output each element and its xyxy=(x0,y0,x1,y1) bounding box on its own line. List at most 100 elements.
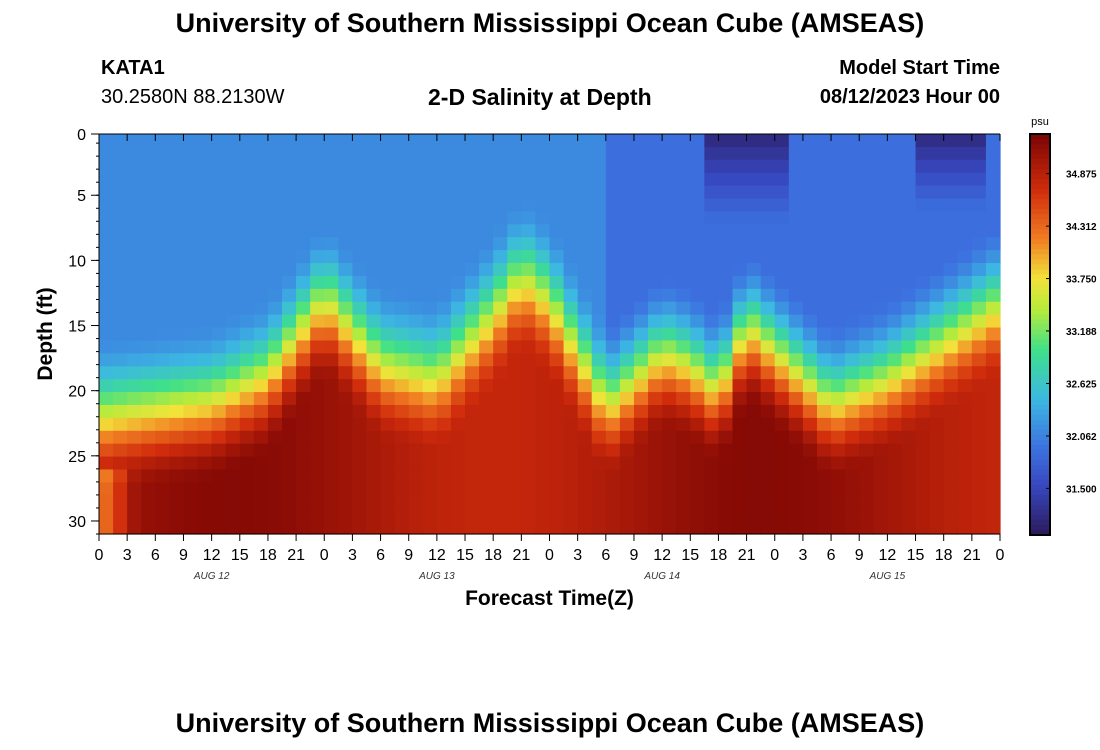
heatmap-cell xyxy=(633,482,649,496)
heatmap-cell xyxy=(845,314,860,329)
heatmap-cell xyxy=(113,508,128,522)
heatmap-cell xyxy=(971,314,987,329)
heatmap-cell xyxy=(662,288,677,303)
heatmap-cell xyxy=(633,366,649,380)
heatmap-cell xyxy=(985,275,1001,290)
heatmap-cell xyxy=(155,198,170,213)
page-title: University of Southern Mississippi Ocean… xyxy=(175,8,925,38)
heatmap-cell xyxy=(267,417,283,432)
heatmap-cell xyxy=(648,327,663,342)
colorbar-segment xyxy=(1030,144,1050,150)
heatmap-cell xyxy=(436,275,452,290)
heatmap-cell xyxy=(915,404,931,419)
heatmap-cell xyxy=(113,469,128,483)
heatmap-cell xyxy=(282,211,297,225)
heatmap-cells xyxy=(99,134,1001,535)
heatmap-cell xyxy=(155,430,170,445)
heatmap-cell xyxy=(605,392,621,406)
heatmap-cell xyxy=(563,353,579,367)
heatmap-cell xyxy=(845,430,860,445)
heatmap-cell xyxy=(493,314,508,329)
colorbar-segment xyxy=(1030,299,1050,306)
heatmap-cell xyxy=(436,366,452,380)
heatmap-cell xyxy=(605,327,621,342)
heatmap-cell xyxy=(943,275,959,290)
heatmap-cell xyxy=(760,456,776,471)
heatmap-cell xyxy=(422,301,438,316)
heatmap-cell xyxy=(296,134,311,148)
heatmap-cell xyxy=(802,237,818,251)
heatmap-cell xyxy=(366,211,382,225)
heatmap-cell xyxy=(352,198,368,213)
heatmap-cell xyxy=(465,198,480,213)
heatmap-cell xyxy=(352,301,368,316)
colorbar-segment xyxy=(1030,219,1050,225)
heatmap-cell xyxy=(310,146,325,161)
heatmap-cell xyxy=(366,146,382,161)
heatmap-cell xyxy=(296,469,311,483)
heatmap-cell xyxy=(676,404,691,419)
heatmap-cell xyxy=(521,392,537,406)
heatmap-cell xyxy=(549,288,565,303)
heatmap-cell xyxy=(802,224,818,238)
heatmap-cell xyxy=(324,237,339,251)
heatmap-cell xyxy=(690,430,705,445)
heatmap-cell xyxy=(169,146,185,161)
x-tick-label: 0 xyxy=(996,547,1005,564)
heatmap-cell xyxy=(267,404,283,419)
heatmap-cell xyxy=(380,172,396,187)
heatmap-cell xyxy=(211,456,227,471)
heatmap-cell xyxy=(577,482,593,496)
heatmap-cell xyxy=(957,404,973,419)
heatmap-cell xyxy=(929,314,945,329)
colorbar-segment xyxy=(1030,314,1050,321)
heatmap-cell xyxy=(422,224,438,238)
heatmap-cell xyxy=(113,146,128,161)
heatmap-cell xyxy=(479,146,494,161)
colorbar-segment xyxy=(1030,344,1050,351)
heatmap-cell xyxy=(577,159,593,174)
heatmap-cell xyxy=(690,288,705,303)
heatmap-cell xyxy=(760,288,776,303)
heatmap-cell xyxy=(704,392,720,406)
heatmap-cell xyxy=(127,417,142,432)
heatmap-cell xyxy=(239,263,255,277)
heatmap-cell xyxy=(211,495,227,509)
colorbar-tick-label: 33.750 xyxy=(1066,275,1097,286)
heatmap-cell xyxy=(253,250,269,264)
heatmap-cell xyxy=(648,482,663,496)
heatmap-cell xyxy=(465,211,480,225)
heatmap-cell xyxy=(845,340,860,354)
heatmap-cell xyxy=(127,159,142,174)
heatmap-cell xyxy=(239,521,255,535)
heatmap-cell xyxy=(929,482,945,496)
heatmap-cell xyxy=(718,521,734,535)
heatmap-cell xyxy=(633,263,649,277)
heatmap-cell xyxy=(676,146,691,161)
heatmap-cell xyxy=(788,172,804,187)
heatmap-cell xyxy=(732,211,748,225)
heatmap-cell xyxy=(690,392,705,406)
heatmap-cell xyxy=(141,211,156,225)
heatmap-cell xyxy=(563,456,579,471)
heatmap-cell xyxy=(690,250,705,264)
heatmap-cell xyxy=(493,508,508,522)
heatmap-cell xyxy=(239,185,255,200)
heatmap-cell xyxy=(169,430,185,445)
heatmap-cell xyxy=(366,340,382,354)
heatmap-cell xyxy=(436,198,452,213)
heatmap-cell xyxy=(563,314,579,329)
heatmap-cell xyxy=(915,392,931,406)
heatmap-cell xyxy=(985,185,1001,200)
heatmap-cell xyxy=(394,327,410,342)
heatmap-cell xyxy=(535,404,551,419)
heatmap-cell xyxy=(591,430,607,445)
heatmap-cell xyxy=(662,327,677,342)
y-tick-label: 15 xyxy=(68,319,86,336)
heatmap-cell xyxy=(394,301,410,316)
heatmap-cell xyxy=(479,379,494,393)
heatmap-cell xyxy=(676,288,691,303)
heatmap-cell xyxy=(816,340,832,354)
heatmap-cell xyxy=(211,404,227,419)
heatmap-cell xyxy=(774,159,790,174)
